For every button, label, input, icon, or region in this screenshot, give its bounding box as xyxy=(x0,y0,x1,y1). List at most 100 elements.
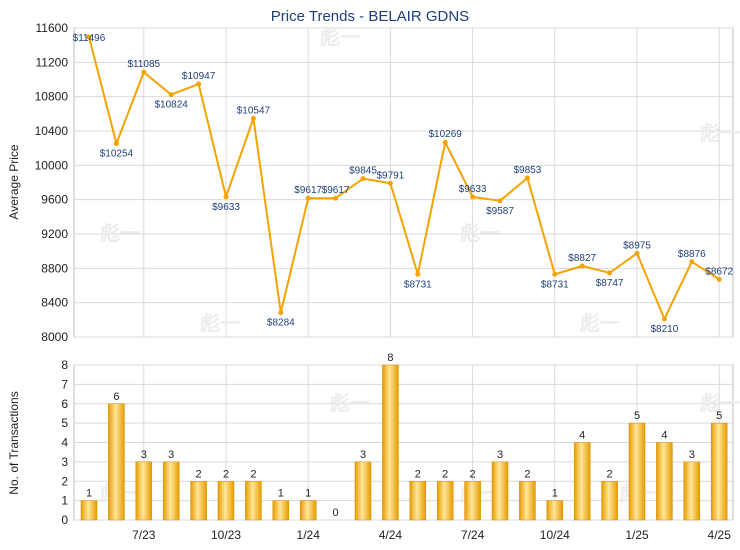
transactions-bar xyxy=(409,481,427,521)
watermark-mark: 彪一 xyxy=(200,312,240,335)
transactions-bar xyxy=(190,481,207,521)
transactions-bar xyxy=(601,481,618,521)
price-series-line xyxy=(88,36,720,320)
price-y-tick-label: 10000 xyxy=(35,158,69,172)
transactions-bar-label: 2 xyxy=(442,468,448,480)
x-tick-label: 1/24 xyxy=(297,528,321,542)
watermark-mark: 彪一 xyxy=(700,122,740,145)
price-data-label: $8876 xyxy=(678,249,706,260)
price-data-label: $9633 xyxy=(212,202,240,213)
price-data-point xyxy=(607,270,613,276)
price-data-point xyxy=(278,310,284,316)
price-panel: 8000 8400 8800 9200 9600 10000 10400 10800 11200… xyxy=(35,21,740,344)
price-y-tick-label: 8400 xyxy=(41,296,68,310)
transactions-y-tick-label: 8 xyxy=(61,358,68,372)
transactions-panel: 012345678彪一彪一彪一彪一彪一163322211038222321425… xyxy=(61,352,740,542)
transactions-y-tick-label: 7 xyxy=(61,377,68,391)
price-data-point xyxy=(360,176,366,182)
price-data-label: $10547 xyxy=(237,105,271,116)
price-data-label: $9845 xyxy=(349,166,377,177)
transactions-bar-label: 3 xyxy=(168,449,174,461)
x-tick-label: 10/23 xyxy=(211,528,241,542)
transactions-y-tick-label: 6 xyxy=(61,397,68,411)
transactions-bar-label: 3 xyxy=(360,449,366,461)
price-data-point xyxy=(113,141,119,147)
transactions-bar xyxy=(436,481,454,521)
price-data-point xyxy=(141,69,147,75)
price-data-point xyxy=(250,115,256,121)
transactions-bar xyxy=(710,422,728,521)
transactions-bar-label: 8 xyxy=(387,352,393,364)
price-data-label: $9853 xyxy=(513,165,541,176)
transactions-bar xyxy=(628,422,646,521)
transactions-bar-label: 5 xyxy=(634,410,640,422)
transactions-bar-label: 6 xyxy=(113,391,119,403)
price-data-label: $8827 xyxy=(568,253,596,264)
price-data-label: $9633 xyxy=(459,184,487,195)
price-y-tick-label: 11600 xyxy=(36,21,69,35)
transactions-bar-label: 2 xyxy=(223,468,229,480)
transactions-bar xyxy=(491,461,509,521)
transactions-bar-label: 1 xyxy=(278,488,284,500)
price-y-tick-label: 10800 xyxy=(35,90,69,104)
transactions-y-tick-label: 1 xyxy=(61,494,68,508)
transactions-bar xyxy=(299,500,317,521)
price-data-label: $10824 xyxy=(155,100,189,111)
price-data-point xyxy=(634,250,640,256)
price-data-point xyxy=(661,316,667,322)
x-tick-label: 7/24 xyxy=(461,528,485,542)
price-data-point xyxy=(470,194,476,200)
transactions-bar-label: 2 xyxy=(415,468,421,480)
transactions-y-tick-label: 4 xyxy=(61,436,68,450)
price-data-label: $9791 xyxy=(376,170,404,181)
transactions-bar xyxy=(354,461,372,521)
price-data-label: $11496 xyxy=(73,33,106,44)
price-data-point xyxy=(442,139,448,145)
watermark-mark: 彪一 xyxy=(580,312,620,335)
transactions-bar-label: 1 xyxy=(552,488,558,500)
price-data-label: $9617 xyxy=(322,185,350,196)
price-data-point xyxy=(497,198,503,204)
price-data-label: $8284 xyxy=(267,318,295,329)
price-data-point xyxy=(86,34,92,40)
price-data-label: $9587 xyxy=(486,206,514,217)
price-data-label: $8672 xyxy=(705,266,733,277)
transactions-bar xyxy=(80,500,98,521)
price-data-label: $8210 xyxy=(650,324,678,335)
price-data-label: $8747 xyxy=(596,278,624,289)
price-data-point xyxy=(196,81,202,87)
price-data-point xyxy=(689,259,695,265)
watermark-mark: 彪一 xyxy=(320,26,360,49)
transactions-bar-label: 0 xyxy=(333,507,339,519)
price-y-tick-label: 8000 xyxy=(41,330,68,344)
price-data-point xyxy=(223,194,229,200)
price-data-point xyxy=(716,276,722,282)
transactions-bar-label: 2 xyxy=(250,468,256,480)
price-data-label: $8731 xyxy=(404,279,432,290)
price-data-point xyxy=(579,263,585,269)
x-tick-label: 7/23 xyxy=(132,528,156,542)
transactions-y-tick-label: 5 xyxy=(61,416,68,430)
transactions-bar xyxy=(464,481,481,521)
price-y-axis-label: Average Price xyxy=(7,144,21,219)
transactions-bar-label: 3 xyxy=(141,449,147,461)
watermark-mark: 彪一 xyxy=(330,392,370,415)
transactions-bar-label: 4 xyxy=(579,430,585,442)
transactions-bar-label: 3 xyxy=(689,449,695,461)
price-data-label: $10254 xyxy=(100,149,134,160)
price-data-label: $9617 xyxy=(294,185,322,196)
transactions-bar-label: 4 xyxy=(661,430,667,442)
transactions-y-tick-label: 0 xyxy=(61,513,68,527)
transactions-bar-label: 1 xyxy=(305,488,311,500)
price-data-point xyxy=(552,271,558,277)
transactions-bar xyxy=(683,461,701,521)
watermark-mark: 彪一 xyxy=(700,392,740,415)
price-data-point xyxy=(305,195,311,201)
price-data-label: $8975 xyxy=(623,240,651,251)
transactions-y-axis-label: No. of Transactions xyxy=(7,391,21,494)
price-data-point xyxy=(168,92,174,98)
price-y-tick-label: 11200 xyxy=(36,55,69,69)
transactions-bar xyxy=(108,403,125,521)
transactions-bar-label: 5 xyxy=(716,410,722,422)
